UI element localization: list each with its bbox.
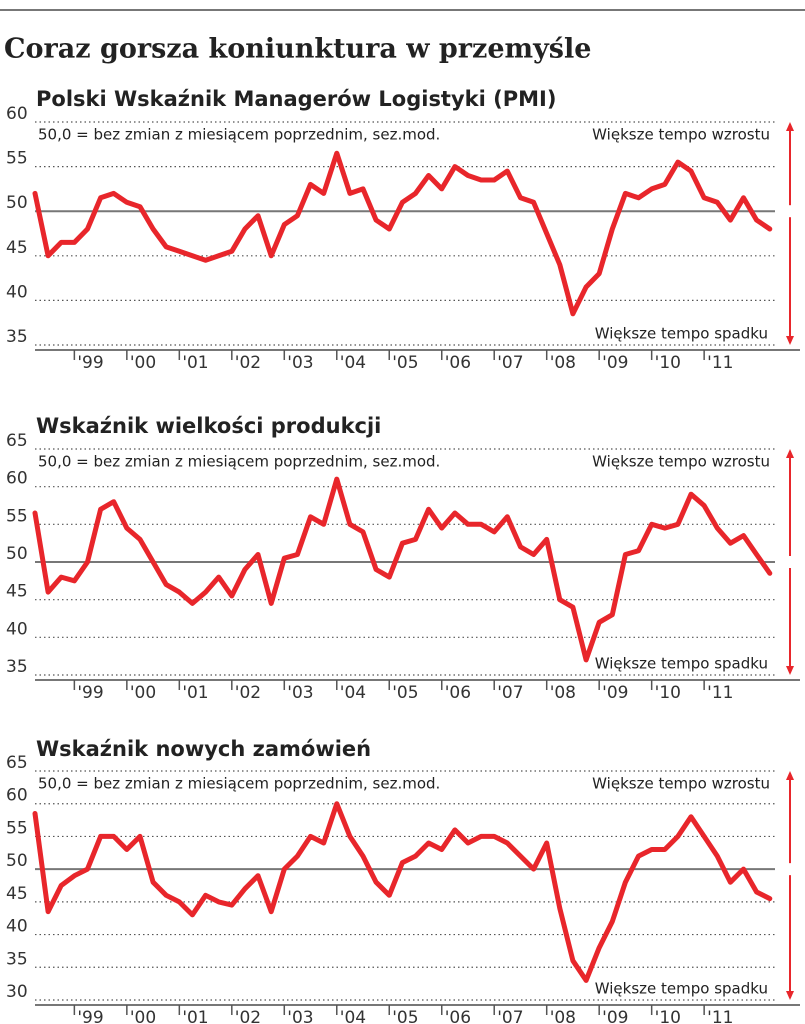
x-tick-label: '01: [182, 1008, 208, 1024]
x-tick-label: '00: [130, 683, 156, 703]
main-title: Coraz gorsza koniunktura w przemyśle: [4, 34, 591, 65]
x-tick-label: '05: [392, 1008, 418, 1024]
y-tick-label: 30: [6, 982, 28, 1002]
x-tick-label: '08: [550, 683, 576, 703]
x-tick-label: '11: [707, 683, 733, 703]
x-tick-label: '11: [707, 353, 733, 373]
chart-title: Wskaźnik nowych zamówień: [36, 737, 371, 761]
arrow-head-down: [786, 666, 794, 675]
x-tick-label: '02: [235, 353, 261, 373]
y-tick-label: 55: [6, 506, 28, 526]
y-tick-label: 35: [6, 949, 28, 969]
x-tick-label: '99: [77, 683, 103, 703]
arrow-head-down: [786, 991, 794, 1000]
y-tick-label: 40: [6, 917, 28, 937]
data-line: [32, 801, 773, 983]
x-tick-label: '06: [445, 1008, 471, 1024]
x-tick-label: '02: [235, 683, 261, 703]
x-tick-label: '11: [707, 1008, 733, 1024]
x-tick-label: '10: [655, 1008, 681, 1024]
note: 50,0 = bez zmian z miesiącem poprzednim,…: [38, 453, 440, 471]
y-tick-label: 55: [6, 818, 28, 838]
chart-title: Wskaźnik wielkości produkcji: [36, 414, 381, 438]
note: 50,0 = bez zmian z miesiącem poprzednim,…: [38, 775, 440, 793]
x-tick-label: '04: [340, 1008, 366, 1024]
y-tick-label: 40: [6, 619, 28, 639]
x-tick-label: '10: [655, 353, 681, 373]
x-tick-label: '08: [550, 353, 576, 373]
x-tick-label: '01: [182, 353, 208, 373]
x-tick-label: '03: [287, 1008, 313, 1024]
x-tick-label: '99: [77, 353, 103, 373]
y-tick-label: 45: [6, 238, 28, 258]
y-tick-label: 60: [6, 469, 28, 489]
x-tick-label: '07: [497, 353, 523, 373]
x-tick-label: '99: [77, 1008, 103, 1024]
data-line: [32, 150, 773, 317]
annotation-down: Większe tempo spadku: [595, 980, 768, 998]
y-tick-label: 50: [6, 193, 28, 213]
x-tick-label: '07: [497, 1008, 523, 1024]
annotation-up: Większe tempo wzrostu: [592, 126, 770, 144]
x-tick-label: '07: [497, 683, 523, 703]
arrow-head-up: [786, 771, 794, 780]
y-tick-label: 60: [6, 104, 28, 124]
x-tick-label: '02: [235, 1008, 261, 1024]
annotation-up: Większe tempo wzrostu: [592, 775, 770, 793]
x-tick-label: '09: [602, 1008, 628, 1024]
x-tick-label: '06: [445, 353, 471, 373]
arrow-head-up: [786, 122, 794, 131]
x-tick-label: '03: [287, 353, 313, 373]
y-tick-label: 55: [6, 149, 28, 169]
y-tick-label: 35: [6, 657, 28, 677]
x-tick-label: '03: [287, 683, 313, 703]
y-tick-label: 65: [6, 753, 28, 773]
data-line: [32, 476, 773, 663]
x-tick-label: '04: [340, 683, 366, 703]
x-tick-label: '00: [130, 353, 156, 373]
x-tick-label: '06: [445, 683, 471, 703]
chart-title: Polski Wskaźnik Managerów Logistyki (PMI…: [36, 87, 556, 111]
x-tick-label: '04: [340, 353, 366, 373]
x-tick-label: '08: [550, 1008, 576, 1024]
arrow-head-down: [786, 336, 794, 345]
y-tick-label: 60: [6, 786, 28, 806]
x-tick-label: '10: [655, 683, 681, 703]
annotation-down: Większe tempo spadku: [595, 325, 768, 343]
annotation-up: Większe tempo wzrostu: [592, 453, 770, 471]
note: 50,0 = bez zmian z miesiącem poprzednim,…: [38, 126, 440, 144]
y-tick-label: 35: [6, 327, 28, 347]
y-tick-label: 45: [6, 884, 28, 904]
x-tick-label: '00: [130, 1008, 156, 1024]
y-tick-label: 50: [6, 851, 28, 871]
x-tick-label: '05: [392, 683, 418, 703]
arrow-head-up: [786, 449, 794, 458]
x-tick-label: '09: [602, 353, 628, 373]
annotation-down: Większe tempo spadku: [595, 655, 768, 673]
y-tick-label: 50: [6, 544, 28, 564]
x-tick-label: '05: [392, 353, 418, 373]
y-tick-label: 40: [6, 282, 28, 302]
x-tick-label: '01: [182, 683, 208, 703]
y-tick-label: 45: [6, 582, 28, 602]
y-tick-label: 65: [6, 431, 28, 451]
x-tick-label: '09: [602, 683, 628, 703]
